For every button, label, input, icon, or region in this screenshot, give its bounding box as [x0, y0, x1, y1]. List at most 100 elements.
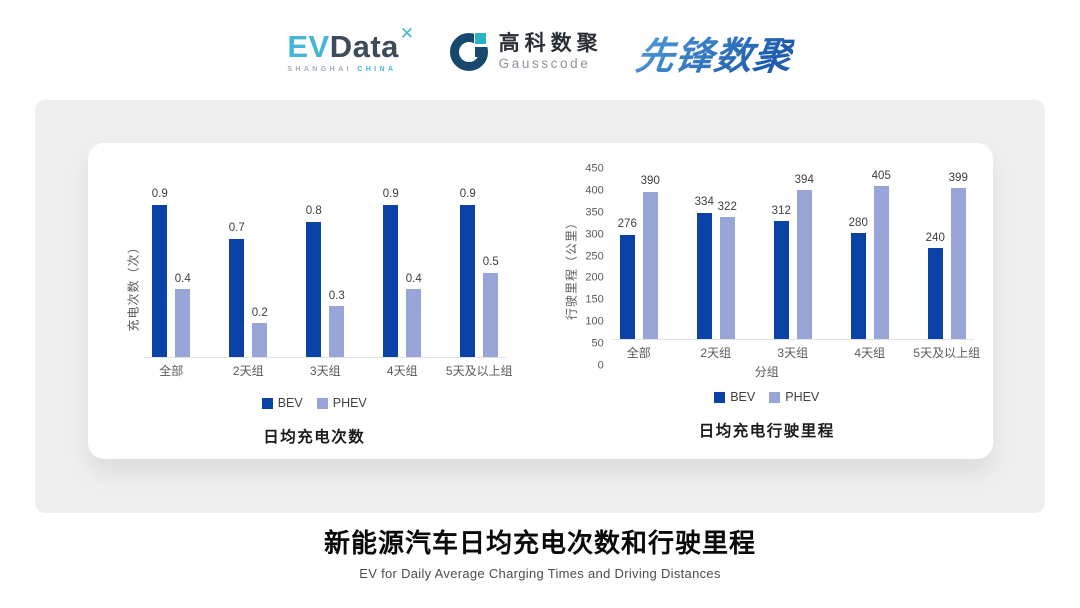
- legend-swatch-icon: [261, 397, 273, 409]
- y-axis-ticks: 0 50 100 150 200 250 300 350 400 450: [582, 163, 612, 371]
- y-tick: 300: [585, 228, 604, 241]
- value-label: 322: [717, 200, 737, 213]
- legend-label: BEV: [277, 396, 303, 410]
- evdata-subtitle: SHANGHAI CHINA: [287, 66, 414, 73]
- plot-area: 276 390 全部 334 322 2天组 312 394 3天组 280 405 4天组 240 39…: [611, 169, 980, 359]
- bar-group: 0.8 0.3 3天组: [305, 188, 345, 377]
- legend: BEV PHEV: [714, 390, 819, 404]
- bar-phev: 0.2: [252, 307, 268, 357]
- bar-bev: 240: [926, 232, 945, 339]
- gausscode-logo: 高科数聚 Gausscode: [449, 29, 603, 72]
- bar-phev: 0.4: [175, 273, 191, 357]
- bar-group: 240 399 5天及以上组: [913, 169, 980, 359]
- value-label: 0.3: [328, 289, 345, 302]
- category-label: 5天及以上组: [445, 364, 513, 378]
- chart-title: 日均充电次数: [263, 429, 366, 446]
- gausscode-cn-text: 高科数聚: [498, 32, 603, 56]
- chart-card: 充电次数（次） 0.9 0.4 全部 0.7 0.2 2天组 0.8 0.3 3天组 0.9 0.4…: [88, 143, 993, 459]
- bar-bev: 276: [618, 219, 637, 339]
- x-axis-label: 分组: [754, 365, 779, 379]
- value-label: 0.9: [459, 188, 476, 201]
- value-label: 312: [771, 204, 791, 217]
- bar-bev: 280: [849, 217, 868, 339]
- bar-group: 334 322 2天组: [695, 169, 737, 359]
- bar-bev: 312: [772, 205, 791, 339]
- value-label: 334: [694, 196, 714, 209]
- y-tick: 450: [585, 162, 604, 175]
- legend-swatch-icon: [316, 397, 328, 409]
- evdata-logo: EV Data ✕ SHANGHAI CHINA: [287, 25, 414, 73]
- y-tick: 250: [585, 250, 604, 263]
- y-tick: 0: [597, 359, 604, 372]
- legend-label: PHEV: [332, 396, 367, 410]
- bar-bev: 0.9: [383, 189, 399, 357]
- legend-label: BEV: [730, 390, 756, 404]
- page-title: 新能源汽车日均充电次数和行驶里程: [323, 528, 756, 558]
- category-label: 3天组: [309, 364, 341, 378]
- category-label: 4天组: [386, 364, 418, 378]
- value-label: 399: [948, 171, 968, 184]
- category-label: 全部: [626, 346, 651, 360]
- y-tick: 350: [585, 206, 604, 219]
- evdata-subtitle-shanghai: SHANGHAI: [287, 66, 352, 73]
- bar-phev: 405: [872, 170, 891, 339]
- legend-swatch-icon: [769, 391, 781, 403]
- bar-phev: 399: [949, 172, 968, 339]
- value-label: 390: [640, 175, 660, 188]
- gausscode-en-text: Gausscode: [498, 56, 591, 72]
- value-label: 0.7: [228, 222, 245, 235]
- legend-item-phev: PHEV: [769, 390, 819, 404]
- evdata-wordmark: EV Data ✕: [287, 25, 414, 64]
- y-axis-label: 充电次数（次）: [126, 240, 141, 332]
- evdata-x-icon: ✕: [399, 24, 415, 43]
- value-label: 0.5: [482, 256, 499, 268]
- value-label: 0.4: [174, 272, 191, 285]
- category-label: 2天组: [232, 364, 264, 378]
- bar-group: 0.9 0.4 全部: [152, 188, 191, 377]
- logo-header: EV Data ✕ SHANGHAI CHINA 高科数聚 Gausscode 先锋…: [0, 20, 1080, 84]
- chart-daily-charging-times: 充电次数（次） 0.9 0.4 全部 0.7 0.2 2天组 0.8 0.3 3天组 0.9 0.4…: [88, 143, 541, 459]
- bar-group: 312 394 3天组: [772, 169, 814, 359]
- bar-phev: 322: [718, 201, 737, 339]
- bar-phev: 0.4: [406, 273, 422, 357]
- value-label: 0.2: [251, 306, 268, 319]
- bar-group: 0.7 0.2 2天组: [229, 188, 268, 377]
- bar-group: 0.9 0.4 4天组: [383, 188, 422, 377]
- category-label: 5天及以上组: [913, 346, 981, 360]
- y-tick: 100: [585, 315, 604, 328]
- bar-phev: 390: [641, 176, 660, 339]
- bar-bev: 0.9: [152, 189, 168, 357]
- value-label: 0.8: [305, 205, 322, 218]
- value-label: 0.4: [405, 272, 422, 285]
- chart-title: 日均充电行驶里程: [698, 423, 835, 440]
- bar-phev: 0.3: [329, 290, 345, 357]
- value-label: 0.9: [151, 188, 168, 201]
- category-label: 全部: [159, 364, 184, 378]
- bar-phev: 0.5: [483, 256, 499, 357]
- legend-item-bev: BEV: [261, 396, 303, 410]
- y-tick: 200: [585, 271, 604, 284]
- legend-item-phev: PHEV: [316, 396, 367, 410]
- y-tick: 150: [585, 293, 604, 306]
- category-label: 2天组: [700, 346, 732, 360]
- legend-swatch-icon: [714, 391, 726, 403]
- chart-panel: 充电次数（次） 0.9 0.4 全部 0.7 0.2 2天组 0.8 0.3 3天组 0.9 0.4…: [35, 100, 1045, 513]
- evdata-data-text: Data: [329, 29, 399, 64]
- plot-area: 0.9 0.4 全部 0.7 0.2 2天组 0.8 0.3 3天组 0.9 0.4 4天组 0.9 0.…: [144, 188, 513, 377]
- value-label: 0.9: [382, 188, 399, 201]
- bar-group: 276 390 全部: [618, 169, 660, 359]
- bar-bev: 0.9: [460, 189, 476, 357]
- bar-bev: 0.7: [229, 223, 245, 357]
- bar-group: 280 405 4天组: [849, 169, 891, 359]
- bar-group: 0.9 0.5 5天及以上组: [446, 188, 513, 377]
- category-label: 3天组: [777, 346, 809, 360]
- value-label: 276: [617, 218, 637, 231]
- pioneer-logo: 先锋数聚: [633, 25, 797, 80]
- value-label: 405: [871, 169, 891, 182]
- y-tick: 400: [585, 184, 604, 197]
- y-axis-label: 行驶里程（公里）: [564, 215, 579, 320]
- value-label: 240: [925, 231, 945, 244]
- legend: BEV PHEV: [261, 396, 367, 410]
- category-label: 4天组: [854, 346, 886, 360]
- bar-bev: 334: [695, 197, 714, 339]
